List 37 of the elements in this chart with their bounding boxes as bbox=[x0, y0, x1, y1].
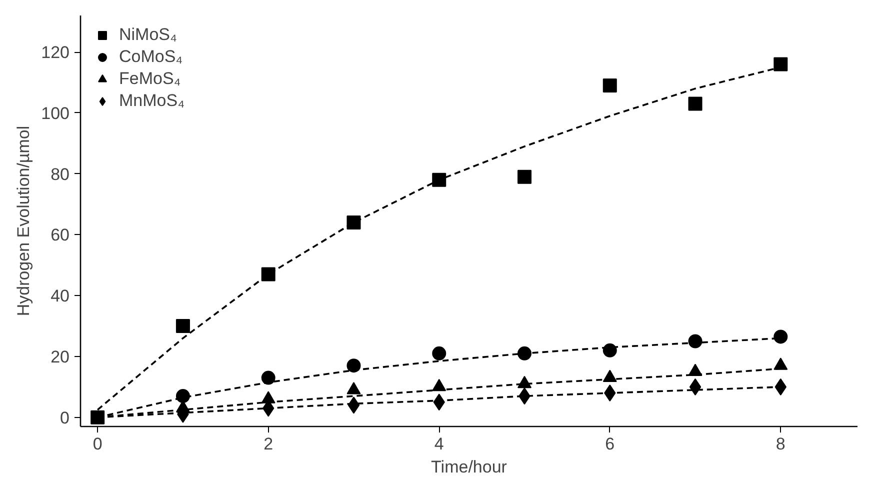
x-tick-label: 2 bbox=[264, 434, 274, 454]
point bbox=[518, 346, 532, 360]
point bbox=[346, 216, 361, 230]
point bbox=[432, 172, 446, 187]
x-tick-label: 6 bbox=[605, 434, 615, 454]
point bbox=[348, 396, 360, 414]
point bbox=[688, 334, 702, 348]
point bbox=[774, 330, 788, 344]
point bbox=[261, 267, 276, 282]
y-tick-label: 120 bbox=[41, 43, 70, 62]
x-tick-label: 8 bbox=[776, 434, 786, 454]
point bbox=[688, 96, 702, 111]
legend-label: FeMoS₄ bbox=[119, 69, 181, 89]
x-tick-label: 0 bbox=[92, 434, 102, 454]
y-axis-title: Hydrogen Evolution/µmol bbox=[14, 126, 34, 316]
point bbox=[176, 389, 190, 404]
point bbox=[176, 319, 190, 334]
point bbox=[518, 170, 532, 184]
point bbox=[774, 57, 788, 72]
point bbox=[432, 346, 446, 360]
x-axis-title: Time/hour bbox=[431, 458, 508, 476]
point bbox=[261, 370, 276, 385]
y-tick-label: 40 bbox=[50, 286, 70, 306]
x-tick-label: 4 bbox=[434, 434, 444, 454]
point bbox=[602, 343, 617, 358]
legend-label: CoMoS₄ bbox=[119, 47, 183, 67]
point bbox=[689, 378, 702, 396]
point bbox=[346, 358, 361, 373]
point bbox=[90, 410, 105, 424]
y-tick-label: 20 bbox=[50, 347, 70, 366]
y-tick-label: 80 bbox=[50, 164, 70, 184]
point bbox=[602, 78, 617, 93]
y-tick-label: 100 bbox=[41, 104, 70, 123]
legend-label: MnMoS₄ bbox=[119, 91, 185, 111]
y-tick-label: 60 bbox=[50, 226, 70, 245]
y-tick-label: 0 bbox=[60, 408, 70, 428]
legend-label: NiMoS₄ bbox=[119, 25, 177, 45]
